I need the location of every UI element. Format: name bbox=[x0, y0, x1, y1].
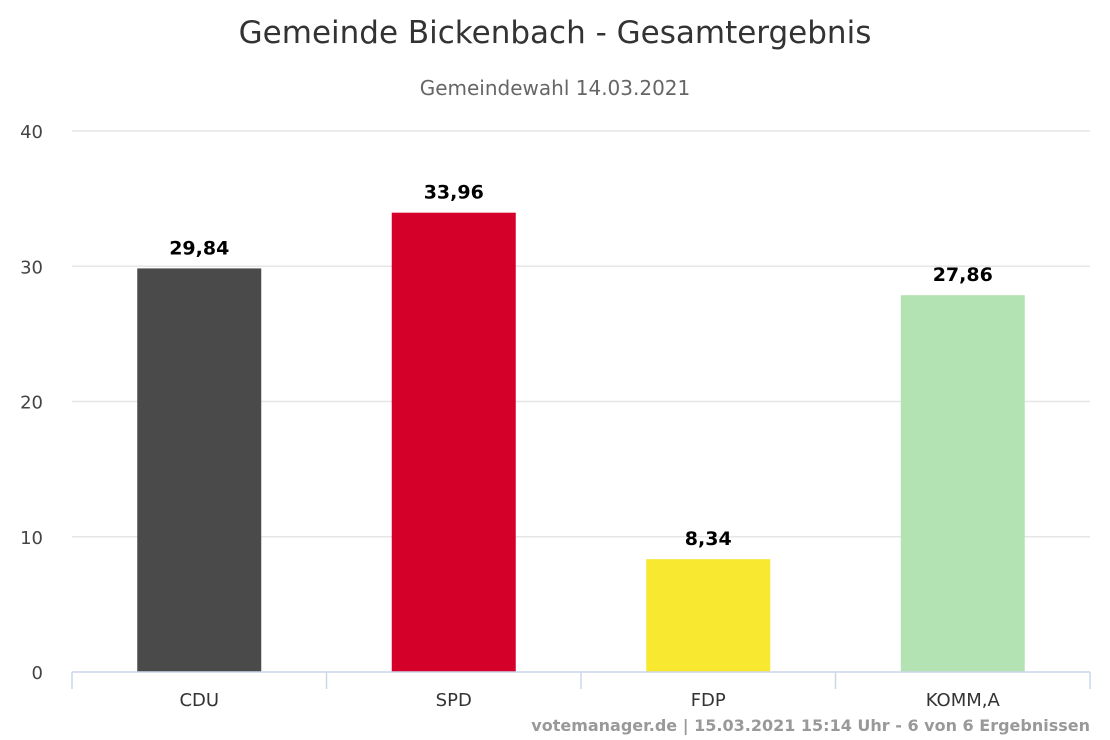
x-axis: CDU SPD FDP KOMM,A bbox=[71, 671, 1091, 711]
x-tick-label: FDP bbox=[691, 690, 726, 711]
bar-fdp[interactable] bbox=[646, 559, 771, 672]
chart-title: Gemeinde Bickenbach - Gesamtergebnis bbox=[239, 15, 872, 51]
y-tick-label: 20 bbox=[20, 393, 43, 414]
data-label: 8,34 bbox=[685, 528, 732, 550]
bar-cdu[interactable] bbox=[137, 268, 262, 672]
x-tick-label: CDU bbox=[179, 690, 219, 711]
data-labels: 29,84 33,96 8,34 27,86 bbox=[169, 182, 993, 551]
data-label: 27,86 bbox=[933, 264, 993, 286]
bars bbox=[137, 212, 1025, 673]
y-tick-label: 40 bbox=[20, 122, 43, 143]
data-label: 33,96 bbox=[424, 182, 484, 204]
x-tick-label: SPD bbox=[436, 690, 472, 711]
y-tick-label: 0 bbox=[32, 663, 43, 684]
data-label: 29,84 bbox=[169, 237, 229, 259]
y-axis-ticks: 0 10 20 30 40 bbox=[20, 122, 43, 684]
y-tick-label: 10 bbox=[20, 528, 43, 549]
chart-subtitle: Gemeindewahl 14.03.2021 bbox=[420, 76, 691, 100]
bar-komm-a[interactable] bbox=[900, 295, 1025, 672]
x-tick-label: KOMM,A bbox=[926, 690, 1001, 711]
y-tick-label: 30 bbox=[20, 257, 43, 278]
credits-text[interactable]: votemanager.de | 15.03.2021 15:14 Uhr - … bbox=[531, 716, 1090, 736]
bar-spd[interactable] bbox=[391, 212, 516, 673]
